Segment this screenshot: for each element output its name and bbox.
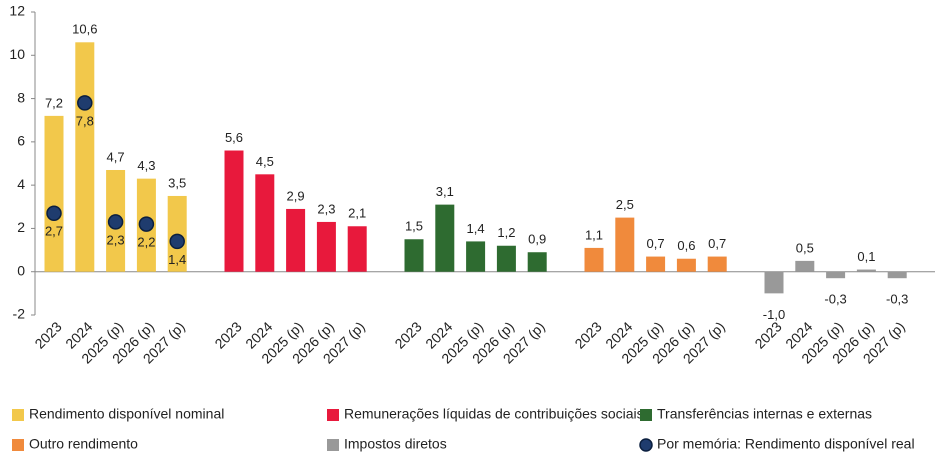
marker-label: 2,3 — [107, 232, 125, 247]
value-label: 4,5 — [256, 154, 274, 169]
bar — [496, 245, 516, 272]
legend-swatch — [12, 409, 24, 421]
y-tick-label: 2 — [17, 219, 25, 235]
marker — [77, 95, 93, 111]
value-label: 3,5 — [168, 175, 186, 190]
bar — [887, 271, 907, 279]
bar — [646, 256, 666, 272]
marker — [169, 233, 185, 250]
value-label: 3,1 — [436, 184, 454, 199]
bar — [795, 260, 815, 272]
legend-label: Impostos diretos — [344, 436, 447, 452]
bar — [404, 239, 424, 272]
y-tick-label: 8 — [17, 89, 25, 105]
bar — [316, 221, 336, 272]
value-label: 0,6 — [677, 238, 695, 253]
bar — [286, 208, 306, 272]
bar — [856, 269, 876, 272]
legend-label: Outro rendimento — [29, 436, 138, 452]
bar — [584, 247, 604, 272]
bar — [75, 42, 95, 272]
x-tick-label: 2023 — [391, 318, 424, 351]
x-tick-label: 2023 — [211, 318, 244, 351]
x-tick-label: 2023 — [751, 318, 784, 351]
x-tick-label: 2023 — [571, 318, 604, 351]
bar — [527, 252, 547, 272]
value-label: 10,6 — [72, 22, 97, 37]
marker-label: 7,8 — [76, 113, 94, 128]
marker-label: 2,2 — [137, 235, 155, 250]
value-label: 0,5 — [796, 240, 814, 255]
bar — [255, 174, 275, 272]
value-label: -0,3 — [824, 292, 846, 307]
legend-marker — [639, 438, 653, 452]
value-label: 2,1 — [348, 206, 366, 221]
bar — [615, 217, 635, 272]
legend-swatch — [640, 409, 652, 421]
value-label: 0,7 — [708, 236, 726, 251]
bar — [347, 226, 367, 272]
value-label: 1,2 — [497, 225, 515, 240]
legend-swatch — [327, 409, 339, 421]
marker-label: 1,4 — [168, 252, 186, 267]
marker-label: 2,7 — [45, 224, 63, 239]
x-tick-label: 2023 — [31, 318, 64, 351]
value-label: 1,4 — [467, 221, 485, 236]
bar — [435, 204, 455, 272]
value-label: 0,9 — [528, 232, 546, 247]
y-tick-label: 4 — [17, 176, 25, 192]
bar — [707, 256, 727, 272]
value-label: 2,9 — [287, 188, 305, 203]
value-label: 7,2 — [45, 95, 63, 110]
legend-swatch — [327, 439, 339, 451]
value-label: 0,1 — [857, 249, 875, 264]
marker — [46, 205, 62, 222]
marker — [107, 214, 124, 230]
value-label: 0,7 — [647, 236, 665, 251]
marker — [138, 216, 155, 232]
value-label: 2,5 — [616, 197, 634, 212]
bar — [676, 258, 696, 272]
bar — [224, 150, 244, 272]
value-label: 5,6 — [225, 130, 243, 145]
bar — [764, 271, 784, 294]
value-label: -1,0 — [763, 307, 785, 322]
value-label: 4,3 — [137, 158, 155, 173]
value-label: 1,5 — [405, 219, 423, 234]
legend-label: Remunerações líquidas de contribuições s… — [344, 406, 644, 422]
y-tick-label: -2 — [13, 306, 26, 322]
bar — [44, 115, 64, 272]
bar — [466, 241, 486, 272]
legend-label: Por memória: Rendimento disponível real — [657, 436, 915, 452]
bar — [826, 271, 846, 279]
value-label: 2,3 — [317, 201, 335, 216]
y-tick-label: 10 — [9, 46, 25, 62]
legend-label: Rendimento disponível nominal — [29, 406, 224, 422]
value-label: 1,1 — [585, 227, 603, 242]
legend-label: Transferências internas e externas — [657, 406, 872, 422]
y-tick-label: 12 — [9, 3, 25, 19]
value-label: -0,3 — [886, 292, 908, 307]
value-label: 4,7 — [107, 149, 125, 164]
y-tick-label: 0 — [17, 262, 25, 278]
y-tick-label: 6 — [17, 133, 25, 149]
legend-swatch — [12, 439, 24, 451]
